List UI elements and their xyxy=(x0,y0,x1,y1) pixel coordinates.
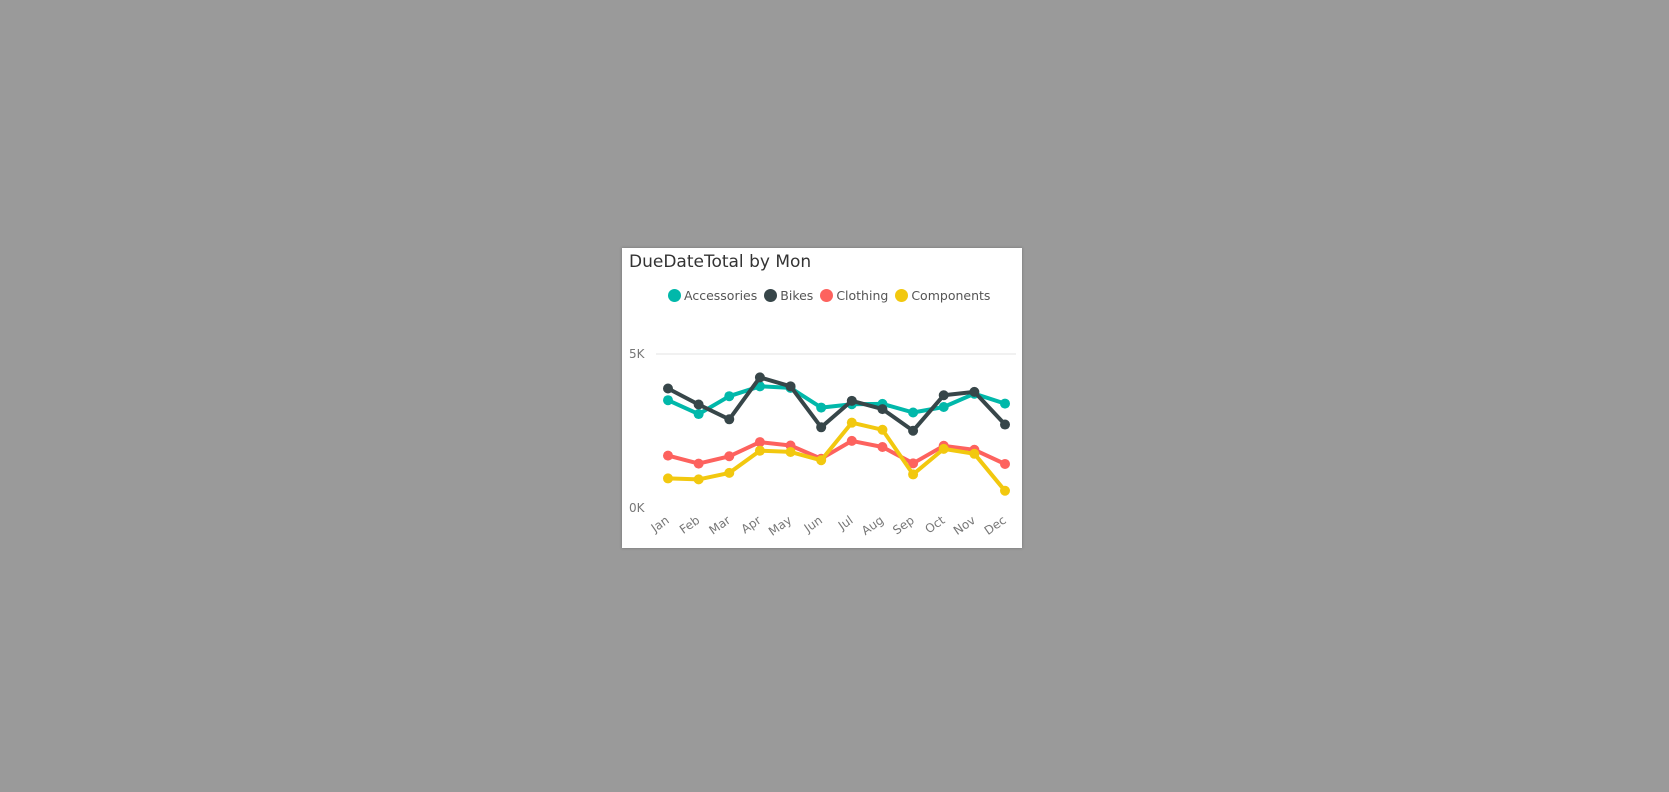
legend-label-components: Components xyxy=(911,288,991,303)
data-point-clothing[interactable] xyxy=(1000,458,1010,469)
data-point-components[interactable] xyxy=(693,474,704,485)
data-point-components[interactable] xyxy=(663,473,673,484)
legend-marker-components xyxy=(895,289,909,302)
data-point-clothing[interactable] xyxy=(754,437,765,448)
legend-item-clothing[interactable]: Clothing xyxy=(820,288,888,303)
x-tick-label: Jun xyxy=(801,513,825,536)
data-point-bikes[interactable] xyxy=(724,414,735,425)
data-point-components[interactable] xyxy=(1000,485,1010,496)
data-point-bikes[interactable] xyxy=(877,404,888,415)
data-point-clothing[interactable] xyxy=(846,435,857,446)
data-point-accessories[interactable] xyxy=(724,391,735,402)
data-point-bikes[interactable] xyxy=(785,381,796,392)
x-tick-label: Apr xyxy=(739,513,764,536)
legend-marker-accessories xyxy=(668,289,681,302)
data-point-components[interactable] xyxy=(938,443,949,454)
data-point-clothing[interactable] xyxy=(877,442,888,453)
legend-label-accessories: Accessories xyxy=(684,288,758,303)
data-point-accessories[interactable] xyxy=(938,401,949,412)
data-point-bikes[interactable] xyxy=(938,390,949,401)
data-point-bikes[interactable] xyxy=(754,372,765,383)
chart-title: DueDateTotal by Mon xyxy=(629,252,812,272)
x-tick-label: Dec xyxy=(982,513,1009,538)
legend-label-clothing: Clothing xyxy=(836,288,889,303)
x-tick-label: Jan xyxy=(648,513,672,536)
series-line-components xyxy=(666,420,1007,493)
legend-item-bikes[interactable]: Bikes xyxy=(764,288,813,303)
data-point-components[interactable] xyxy=(846,417,857,428)
data-point-bikes[interactable] xyxy=(846,395,857,406)
plot-area: 0K 5K Jan Feb Mar Apr May Jun Jul Aug Sep Oct Nov Dec xyxy=(629,347,1016,539)
line-chart-visual[interactable]: DueDateTotal by Mon Accessories Bikes Cl… xyxy=(622,248,1022,548)
y-tick-label: 5K xyxy=(629,347,646,361)
data-point-bikes[interactable] xyxy=(969,386,980,397)
x-tick-label: May xyxy=(766,513,794,539)
x-tick-label: Sep xyxy=(890,513,917,537)
data-point-accessories[interactable] xyxy=(908,407,919,418)
legend-marker-bikes xyxy=(764,289,778,302)
legend-label-bikes: Bikes xyxy=(780,288,814,303)
x-tick-label: Oct xyxy=(922,513,947,537)
x-tick-label: Feb xyxy=(677,513,702,537)
series-line-clothing xyxy=(666,438,1007,466)
data-point-bikes[interactable] xyxy=(1000,419,1010,430)
data-point-components[interactable] xyxy=(724,467,735,478)
chart-legend: Accessories Bikes Clothing Components xyxy=(668,288,997,303)
legend-item-accessories[interactable]: Accessories xyxy=(668,288,757,303)
x-tick-label: Mar xyxy=(706,513,733,537)
data-point-components[interactable] xyxy=(877,424,888,435)
data-point-components[interactable] xyxy=(785,446,796,457)
x-tick-label: Nov xyxy=(951,513,978,538)
data-point-accessories[interactable] xyxy=(1000,398,1010,409)
data-point-bikes[interactable] xyxy=(908,425,919,436)
data-point-bikes[interactable] xyxy=(816,422,827,433)
data-point-components[interactable] xyxy=(754,445,765,456)
legend-marker-clothing xyxy=(820,289,834,302)
data-point-accessories[interactable] xyxy=(663,395,673,406)
data-point-accessories[interactable] xyxy=(816,402,827,413)
series-line-accessories xyxy=(666,384,1007,417)
y-tick-label: 0K xyxy=(629,501,646,515)
x-tick-label: Aug xyxy=(859,513,886,538)
data-point-components[interactable] xyxy=(816,455,827,466)
data-point-accessories[interactable] xyxy=(693,409,704,420)
series-line-bikes xyxy=(666,375,1007,433)
data-point-components[interactable] xyxy=(908,469,919,480)
data-point-clothing[interactable] xyxy=(693,458,704,469)
data-point-clothing[interactable] xyxy=(724,451,735,462)
data-point-bikes[interactable] xyxy=(663,383,673,394)
data-point-clothing[interactable] xyxy=(663,450,673,461)
legend-item-components[interactable]: Components xyxy=(895,288,990,303)
data-point-bikes[interactable] xyxy=(693,399,704,410)
data-point-components[interactable] xyxy=(969,448,980,459)
data-point-clothing[interactable] xyxy=(908,458,919,469)
x-tick-label: Jul xyxy=(835,513,856,533)
